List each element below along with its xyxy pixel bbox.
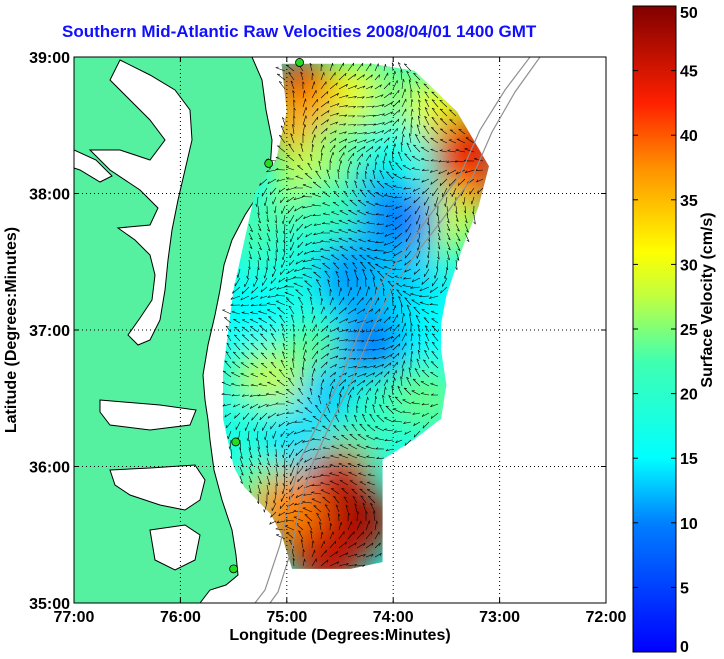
x-tick-label: 73:00 — [479, 609, 520, 626]
speed-sample — [295, 521, 364, 569]
x-tick-label: 72:00 — [586, 609, 627, 626]
speed-sample — [337, 309, 406, 378]
velocity-field — [223, 63, 489, 569]
grid-lines — [74, 57, 606, 603]
speed-sample — [295, 173, 364, 242]
x-axis-ticks: 77:00 76:00 75:00 74:00 73:00 72:00 — [54, 57, 627, 626]
bay-water — [88, 59, 193, 346]
colorbar-tick-label: 25 — [680, 322, 698, 339]
colorbar-tick-label: 15 — [680, 451, 698, 468]
y-axis-ticks: 35:00 36:00 37:00 38:00 39:00 — [29, 50, 606, 613]
speed-sample — [316, 241, 385, 310]
colorbar-tick-label: 5 — [680, 580, 689, 597]
colorbar-tick-label: 10 — [680, 516, 698, 533]
y-tick-label: 39:00 — [29, 50, 70, 67]
bay-water — [109, 464, 206, 511]
colorbar-tick-label: 35 — [680, 193, 698, 210]
y-tick-label: 38:00 — [29, 187, 70, 204]
radar-station-marker — [231, 437, 241, 447]
radar-station-marker — [264, 159, 274, 168]
radar-station-marker — [229, 564, 239, 574]
bay-water — [74, 149, 113, 183]
y-axis-label: Latitude (Degrees:Minutes) — [3, 227, 20, 433]
colorbar-ticks: 0 5 10 15 20 25 30 35 40 45 50 — [633, 5, 698, 656]
colorbar-tick-label: 20 — [680, 387, 698, 404]
speed-sample — [223, 282, 289, 351]
colorbar-tick-label: 40 — [680, 128, 698, 145]
speed-coverage — [223, 63, 489, 569]
x-tick-label: 75:00 — [266, 609, 307, 626]
y-tick-label: 36:00 — [29, 460, 70, 477]
speed-sample — [263, 405, 332, 474]
bathymetry-contour — [254, 57, 531, 603]
colorbar-tick-label: 45 — [680, 64, 698, 81]
y-tick-label: 37:00 — [29, 323, 70, 340]
x-axis-label: Longitude (Degrees:Minutes) — [229, 627, 450, 644]
vector-arrows — [221, 62, 484, 567]
bay-water — [99, 399, 197, 431]
bathymetry-contour — [269, 57, 541, 603]
speed-sample — [369, 186, 438, 255]
map-title: Southern Mid-Atlantic Raw Velocities 200… — [62, 22, 537, 41]
bay-water — [149, 524, 201, 571]
x-tick-label: 77:00 — [54, 609, 95, 626]
radar-stations — [229, 58, 304, 574]
colorbar-tick-label: 0 — [680, 639, 689, 656]
colorbar-tick-label: 50 — [680, 5, 698, 22]
radar-station-marker — [295, 58, 304, 67]
y-tick-label: 35:00 — [29, 596, 70, 613]
velocity-vectors — [221, 62, 484, 567]
x-tick-label: 74:00 — [373, 609, 414, 626]
colorbar-tick-label: 30 — [680, 257, 698, 274]
x-tick-label: 76:00 — [160, 609, 201, 626]
colorbar-label: Surface Velocity (cm/s) — [699, 212, 716, 387]
colorbar — [632, 5, 677, 653]
